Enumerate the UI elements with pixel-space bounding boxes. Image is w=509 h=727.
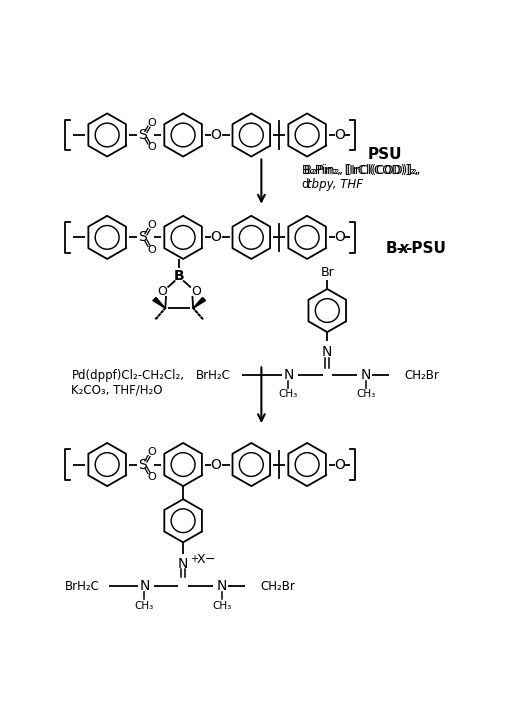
Text: CH₃: CH₃: [356, 390, 375, 399]
Text: O: O: [148, 447, 156, 457]
Text: CH₃: CH₃: [134, 601, 154, 611]
Text: B-: B-: [385, 241, 403, 257]
Text: Pd(dppf)Cl₂-CH₂Cl₂,: Pd(dppf)Cl₂-CH₂Cl₂,: [71, 369, 184, 382]
Text: O: O: [157, 285, 167, 298]
Text: −: −: [205, 553, 215, 566]
Text: O: O: [210, 128, 221, 142]
Text: S: S: [138, 457, 147, 472]
Text: O: O: [191, 285, 201, 298]
Text: N: N: [283, 368, 293, 382]
Text: CH₃: CH₃: [212, 601, 231, 611]
Polygon shape: [153, 297, 165, 308]
Text: d: d: [301, 178, 308, 190]
Polygon shape: [193, 297, 205, 308]
Text: N: N: [321, 345, 332, 359]
Text: Br: Br: [320, 265, 333, 278]
Text: N: N: [139, 579, 149, 593]
Text: O: O: [333, 457, 345, 472]
Text: B: B: [174, 269, 184, 283]
Text: x: x: [398, 241, 408, 257]
Text: B₂Pin₂, [IrCl(COD)]₂,: B₂Pin₂, [IrCl(COD)]₂,: [303, 164, 419, 177]
Text: CH₃: CH₃: [278, 390, 298, 399]
Text: -PSU: -PSU: [404, 241, 445, 257]
Text: CH₂Br: CH₂Br: [260, 579, 295, 593]
Text: O: O: [333, 128, 345, 142]
Text: K₂CO₃, THF/H₂O: K₂CO₃, THF/H₂O: [71, 383, 163, 396]
Text: N: N: [178, 557, 188, 571]
Text: BrH₂C: BrH₂C: [65, 579, 99, 593]
Text: O: O: [148, 472, 156, 482]
Text: +: +: [190, 554, 197, 564]
Text: B₂Pin₂, [IrCl(COD)]₂,: B₂Pin₂, [IrCl(COD)]₂,: [301, 164, 417, 177]
Text: tbpy, THF: tbpy, THF: [306, 178, 362, 190]
Text: O: O: [148, 220, 156, 230]
Text: S: S: [138, 128, 147, 142]
Text: S: S: [138, 230, 147, 244]
Text: N: N: [360, 368, 371, 382]
Text: X: X: [196, 553, 205, 566]
Text: O: O: [148, 118, 156, 128]
Text: O: O: [148, 142, 156, 152]
Text: O: O: [148, 245, 156, 254]
Text: O: O: [210, 230, 221, 244]
Text: O: O: [210, 457, 221, 472]
Text: PSU: PSU: [367, 147, 402, 161]
Text: BrH₂C: BrH₂C: [195, 369, 230, 382]
Text: CH₂Br: CH₂Br: [404, 369, 439, 382]
Text: O: O: [333, 230, 345, 244]
Text: N: N: [216, 579, 227, 593]
